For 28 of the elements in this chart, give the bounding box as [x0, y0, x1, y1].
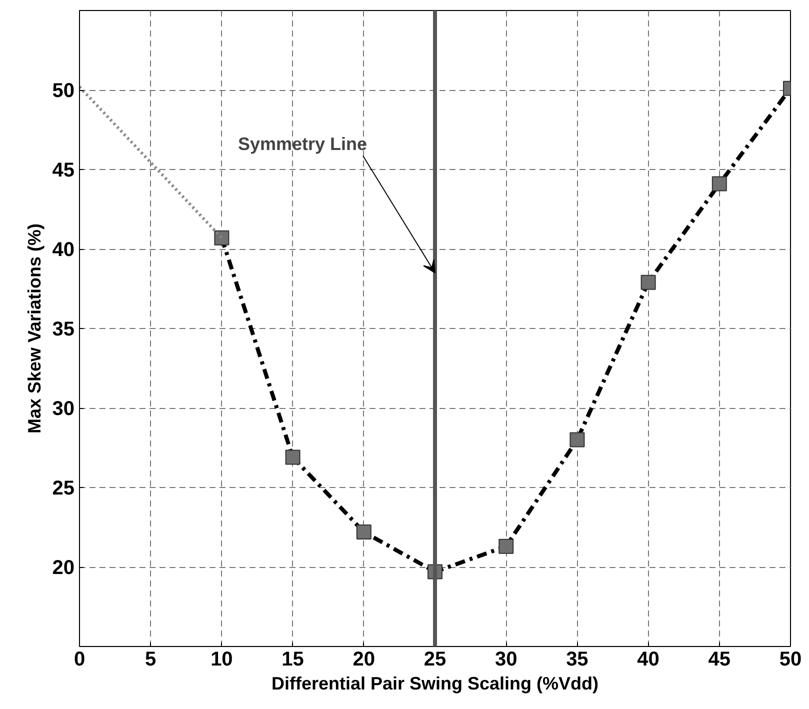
x-tick-label: 15 — [282, 648, 304, 670]
x-tick-label: 40 — [637, 648, 660, 670]
y-tick-label: 50 — [52, 80, 75, 102]
x-tick-label: 25 — [424, 648, 446, 670]
x-tick-label: 35 — [566, 648, 588, 670]
y-tick-label: 20 — [52, 557, 75, 579]
x-tick-label: 0 — [74, 648, 86, 670]
x-tick-label: 5 — [145, 648, 156, 670]
annotation: Symmetry Line — [238, 134, 368, 154]
y-tick-label: 40 — [52, 239, 75, 261]
y-axis-title: Max Skew Variations (%) — [24, 223, 44, 434]
y-tick-label: 35 — [52, 318, 75, 340]
y-tick-label: 25 — [52, 478, 75, 500]
x-axis-title: Differential Pair Swing Scaling (%Vdd) — [271, 674, 599, 694]
point — [285, 450, 300, 465]
y-tick-label: 30 — [52, 398, 75, 420]
point — [356, 524, 372, 540]
x-tick-label: 10 — [210, 648, 233, 670]
point — [214, 230, 230, 246]
point — [498, 538, 514, 554]
point — [712, 176, 727, 192]
point — [640, 274, 656, 290]
y-tick-label: 45 — [52, 160, 75, 182]
point — [570, 432, 585, 448]
x-tick-label: 45 — [708, 648, 731, 670]
x-tick-label: 50 — [779, 648, 802, 670]
x-tick-label: 20 — [352, 648, 376, 670]
x-tick-label: 30 — [494, 648, 518, 670]
